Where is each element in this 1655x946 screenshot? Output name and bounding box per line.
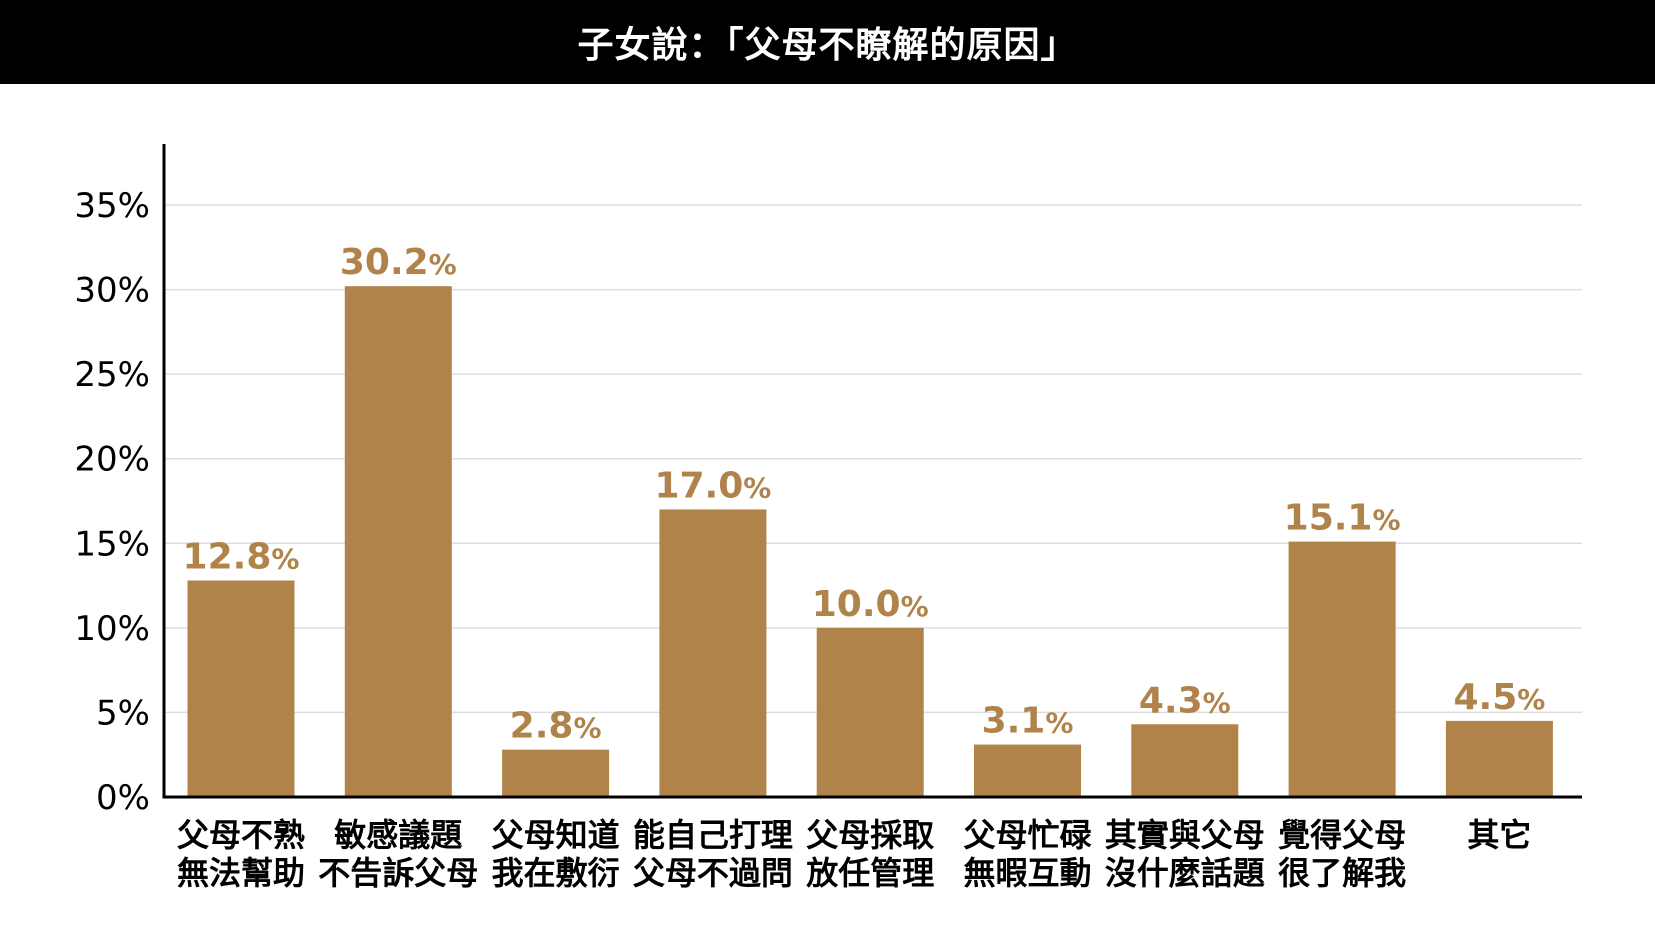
axes [162, 144, 1582, 799]
y-tick-label: 15% [74, 524, 150, 564]
y-tick-label: 0% [96, 778, 150, 818]
y-tick-label: 20% [74, 440, 150, 480]
data-label: 2.8% [510, 706, 602, 747]
data-label: 15.1% [1284, 498, 1401, 539]
x-tick-label: 不告訴父母 [318, 854, 478, 892]
x-tick-label: 父母採取 [806, 816, 934, 854]
data-label: 30.2% [340, 242, 457, 283]
chart-title: 子女說：「父母不瞭解的原因」 [577, 25, 1078, 66]
x-tick-label: 父母知道 [492, 816, 620, 854]
x-tick-label: 其實與父母 [1105, 816, 1265, 854]
bar [974, 744, 1081, 797]
bar [1131, 724, 1239, 797]
x-tick-label: 父母不熟 [177, 816, 305, 854]
title-bar: 子女說：「父母不瞭解的原因」 [0, 0, 1655, 84]
y-tick-label: 30% [74, 271, 150, 311]
bar [344, 286, 452, 797]
bar [1288, 541, 1396, 797]
x-tick-label: 能自己打理 [633, 816, 793, 854]
bar [1445, 720, 1553, 797]
x-tick-label: 無法幫助 [177, 854, 305, 892]
x-tick-label: 覺得父母 [1278, 816, 1406, 854]
data-label: 12.8% [183, 536, 300, 577]
x-tick-label: 父母忙碌 [963, 816, 1092, 854]
data-label: 10.0% [812, 584, 929, 625]
bar [659, 509, 767, 797]
x-tick-label: 很了解我 [1278, 854, 1406, 892]
x-tick-label: 放任管理 [806, 854, 934, 892]
y-tick-label: 25% [74, 355, 150, 395]
x-tick-label: 其它 [1467, 816, 1531, 854]
bar [816, 627, 924, 797]
y-tick-label: 5% [96, 693, 150, 733]
data-label: 4.5% [1453, 677, 1545, 718]
data-label: 4.3% [1139, 680, 1231, 721]
x-tick-label: 敏感議題 [334, 816, 462, 854]
y-tick-label: 35% [74, 186, 150, 226]
x-tick-label: 無暇互動 [963, 854, 1091, 892]
bars [187, 286, 1553, 797]
x-tick-label: 沒什麼話題 [1105, 854, 1265, 892]
y-tick-label: 10% [74, 609, 150, 649]
x-tick-label: 父母不過問 [633, 854, 793, 892]
data-label: 17.0% [654, 465, 771, 506]
bar [502, 749, 610, 797]
x-tick-label: 我在敷衍 [492, 854, 620, 892]
data-label: 3.1% [982, 701, 1074, 742]
bar [187, 580, 295, 797]
